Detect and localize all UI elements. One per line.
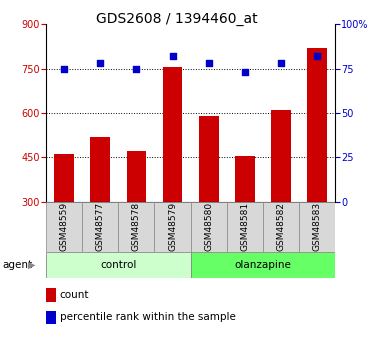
Text: GSM48579: GSM48579 — [168, 202, 177, 252]
Bar — [162, 67, 182, 202]
Text: GSM48577: GSM48577 — [96, 202, 105, 252]
Text: percentile rank within the sample: percentile rank within the sample — [60, 313, 236, 322]
Bar — [46, 252, 191, 278]
Point — [242, 69, 248, 75]
Text: GSM48583: GSM48583 — [312, 202, 321, 252]
Bar — [263, 202, 299, 252]
Point — [97, 60, 104, 66]
Text: GSM48559: GSM48559 — [60, 202, 69, 252]
Text: count: count — [60, 290, 89, 300]
Bar — [90, 137, 110, 202]
Bar — [154, 202, 191, 252]
Point — [314, 53, 320, 59]
Text: GSM48581: GSM48581 — [240, 202, 249, 252]
Text: control: control — [100, 260, 137, 270]
Point — [61, 66, 67, 71]
Bar — [307, 48, 327, 202]
Text: GSM48580: GSM48580 — [204, 202, 213, 252]
Text: agent: agent — [2, 260, 32, 270]
Point — [133, 66, 139, 71]
Text: GDS2608 / 1394460_at: GDS2608 / 1394460_at — [96, 12, 258, 26]
Point — [206, 60, 212, 66]
Bar — [46, 202, 82, 252]
Text: olanzapine: olanzapine — [234, 260, 291, 270]
Text: GSM48582: GSM48582 — [276, 202, 285, 252]
Bar — [82, 202, 119, 252]
Bar — [299, 202, 335, 252]
Bar — [235, 156, 254, 202]
Bar — [119, 202, 154, 252]
Bar — [54, 154, 74, 202]
Point — [169, 53, 176, 59]
Text: ▶: ▶ — [28, 260, 35, 270]
Bar — [191, 202, 227, 252]
Bar — [227, 202, 263, 252]
Bar — [191, 252, 335, 278]
Bar — [127, 151, 146, 202]
Bar — [199, 116, 219, 202]
Point — [278, 60, 284, 66]
Bar — [271, 110, 291, 202]
Text: GSM48578: GSM48578 — [132, 202, 141, 252]
